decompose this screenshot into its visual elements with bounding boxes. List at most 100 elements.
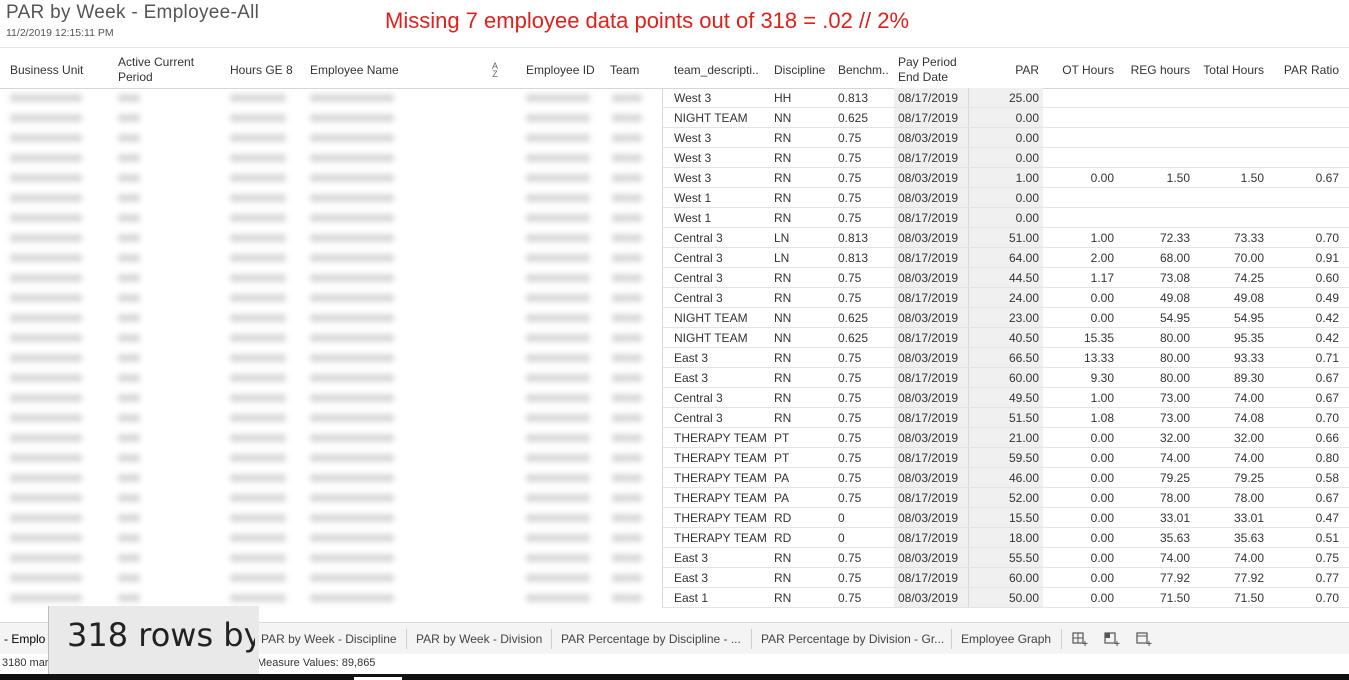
table-cell-par: 0.00 (1015, 211, 1039, 225)
table-row[interactable]: THERAPY TEAM RD 0 08/03/2019 15.50 0.00 33.01 3… (0, 508, 1349, 528)
tab-employee-all[interactable]: - Emplo (4, 632, 46, 646)
redacted-cell (526, 274, 590, 282)
table-row[interactable]: West 1 RN 0.75 08/03/2019 0.00 (0, 188, 1349, 208)
header-active-current-period[interactable]: Active Current Period (118, 55, 195, 84)
table-row[interactable]: East 1 RN 0.75 08/03/2019 50.00 0.00 71.50 71.5… (0, 588, 1349, 608)
tab-par-by-week-division[interactable]: PAR by Week - Division (416, 632, 543, 646)
header-team[interactable]: Team (610, 62, 640, 77)
header-reg-hours[interactable]: REG hours (1130, 62, 1190, 77)
table-cell-ratio: 0.91 (1315, 251, 1339, 265)
table-cell-total: 74.00 (1233, 391, 1264, 405)
redacted-cell (526, 234, 590, 242)
table-cell-team-desc: West 1 (674, 211, 712, 225)
redacted-cell (612, 374, 642, 382)
table-row[interactable]: Central 3 RN 0.75 08/03/2019 44.50 1.17 73.08 7… (0, 268, 1349, 288)
table-cell-disc: RN (774, 551, 792, 565)
table-cell-par: 64.00 (1008, 251, 1039, 265)
table-cell-team-desc: Central 3 (674, 231, 723, 245)
date-cell-background (894, 308, 968, 328)
table-row[interactable]: Central 3 RN 0.75 08/17/2019 51.50 1.08 73.00 7… (0, 408, 1349, 428)
table-cell-disc: HH (774, 91, 792, 105)
table-cell-reg: 33.01 (1159, 511, 1190, 525)
redacted-cell (310, 174, 394, 182)
table-row[interactable]: West 1 RN 0.75 08/17/2019 0.00 (0, 208, 1349, 228)
table-row[interactable]: East 3 RN 0.75 08/17/2019 60.00 0.00 77.92 77.9… (0, 568, 1349, 588)
table-cell-total (1192, 208, 1264, 228)
table-row[interactable]: West 3 HH 0.813 08/17/2019 25.00 (0, 88, 1349, 108)
header-total-hours[interactable]: Total Hours (1203, 62, 1264, 77)
table-row[interactable]: Central 3 RN 0.75 08/17/2019 24.00 0.00 49.08 4… (0, 288, 1349, 308)
new-dashboard-icon[interactable] (1104, 631, 1120, 647)
tab-par-percentage-discipline[interactable]: PAR Percentage by Discipline - ... (561, 632, 741, 646)
table-row[interactable]: West 3 RN 0.75 08/17/2019 0.00 (0, 148, 1349, 168)
header-pay-period-end[interactable]: Pay Period End Date (898, 55, 957, 84)
header-discipline[interactable]: Discipline (774, 62, 826, 77)
header-par-ratio[interactable]: PAR Ratio (1283, 62, 1339, 77)
table-cell-reg: 71.50 (1159, 591, 1190, 605)
header-par[interactable]: PAR (1015, 62, 1039, 77)
date-cell-background (894, 128, 968, 148)
table-row[interactable]: THERAPY TEAM PT 0.75 08/03/2019 21.00 0.00 32.… (0, 428, 1349, 448)
table-row[interactable]: East 3 RN 0.75 08/03/2019 66.50 13.33 80.00 93.… (0, 348, 1349, 368)
table-row[interactable]: THERAPY TEAM PA 0.75 08/17/2019 52.00 0.00 78.… (0, 488, 1349, 508)
table-row[interactable]: THERAPY TEAM RD 0 08/17/2019 18.00 0.00 35.63 3… (0, 528, 1349, 548)
table-cell-date: 08/03/2019 (898, 591, 959, 605)
table-row[interactable]: West 3 RN 0.75 08/03/2019 1.00 0.00 1.50 1.50 0.… (0, 168, 1349, 188)
table-cell-bench: 0.75 (838, 551, 862, 565)
header-business-unit[interactable]: Business Unit (10, 62, 84, 77)
table-row[interactable]: THERAPY TEAM PA 0.75 08/03/2019 46.00 0.00 79.… (0, 468, 1349, 488)
table-cell-par: 0.00 (1015, 111, 1039, 125)
table-row[interactable]: NIGHT TEAM NN 0.625 08/17/2019 40.50 15.35 80.… (0, 328, 1349, 348)
table-row[interactable]: THERAPY TEAM PT 0.75 08/17/2019 59.50 0.00 74.… (0, 448, 1349, 468)
table-cell-disc: RN (774, 391, 792, 405)
date-cell-background (894, 168, 968, 188)
row-divider (663, 407, 1349, 408)
table-row[interactable]: East 3 RN 0.75 08/17/2019 60.00 9.30 80.00 89.3… (0, 368, 1349, 388)
redacted-cell (10, 514, 82, 522)
tab-par-percentage-division[interactable]: PAR Percentage by Division - Gr... (761, 632, 945, 646)
table-cell-total: 74.00 (1233, 551, 1264, 565)
redacted-cell (526, 554, 590, 562)
date-cell-background (894, 408, 968, 428)
redacted-cell (10, 254, 82, 262)
table-cell-bench: 0 (838, 511, 845, 525)
new-worksheet-icon[interactable] (1072, 631, 1088, 647)
header-employee-name[interactable]: Employee Name (310, 62, 399, 77)
tab-employee-graph[interactable]: Employee Graph (961, 632, 1052, 646)
status-bar: 3180 mar Measure Values: 89,865 (0, 654, 1349, 674)
date-cell-background (894, 508, 968, 528)
table-cell-date: 08/17/2019 (898, 211, 959, 225)
redacted-cell (526, 594, 590, 602)
table-row[interactable]: West 3 RN 0.75 08/03/2019 0.00 (0, 128, 1349, 148)
header-employee-id[interactable]: Employee ID (526, 62, 595, 77)
table-cell-disc: LN (774, 251, 790, 265)
tab-par-by-week-discipline[interactable]: PAR by Week - Discipline (261, 632, 397, 646)
row-divider (663, 207, 1349, 208)
header-hours-ge8[interactable]: Hours GE 8 (230, 62, 293, 77)
par-cell-background (969, 408, 1043, 428)
redacted-cell (310, 294, 394, 302)
new-story-icon[interactable] (1136, 631, 1152, 647)
redacted-cell (526, 294, 590, 302)
table-row[interactable]: Central 3 LN 0.813 08/17/2019 64.00 2.00 68.00… (0, 248, 1349, 268)
table-row[interactable]: Central 3 RN 0.75 08/03/2019 49.50 1.00 73.00 7… (0, 388, 1349, 408)
table-cell-date: 08/03/2019 (898, 131, 959, 145)
table-row[interactable]: NIGHT TEAM NN 0.625 08/03/2019 23.00 0.00 54.9… (0, 308, 1349, 328)
table-row[interactable]: East 3 RN 0.75 08/03/2019 55.50 0.00 74.00 74.0… (0, 548, 1349, 568)
table-row[interactable]: Central 3 LN 0.813 08/03/2019 51.00 1.00 72.33… (0, 228, 1349, 248)
par-cell-background (969, 528, 1043, 548)
table-cell-team-desc: West 1 (674, 191, 712, 205)
row-divider (663, 167, 1349, 168)
header-team-description[interactable]: team_descripti.. (674, 62, 759, 77)
date-cell-background (894, 248, 968, 268)
redacted-cell (118, 434, 140, 442)
table-cell-date: 08/17/2019 (898, 91, 959, 105)
header-ot-hours[interactable]: OT Hours (1062, 62, 1114, 77)
table-row[interactable]: NIGHT TEAM NN 0.625 08/17/2019 0.00 (0, 108, 1349, 128)
redacted-cell (612, 94, 642, 102)
redacted-cell (526, 94, 590, 102)
header-benchmark[interactable]: Benchm.. (838, 62, 889, 77)
redacted-cell (230, 294, 286, 302)
tab-divider (1061, 629, 1062, 649)
